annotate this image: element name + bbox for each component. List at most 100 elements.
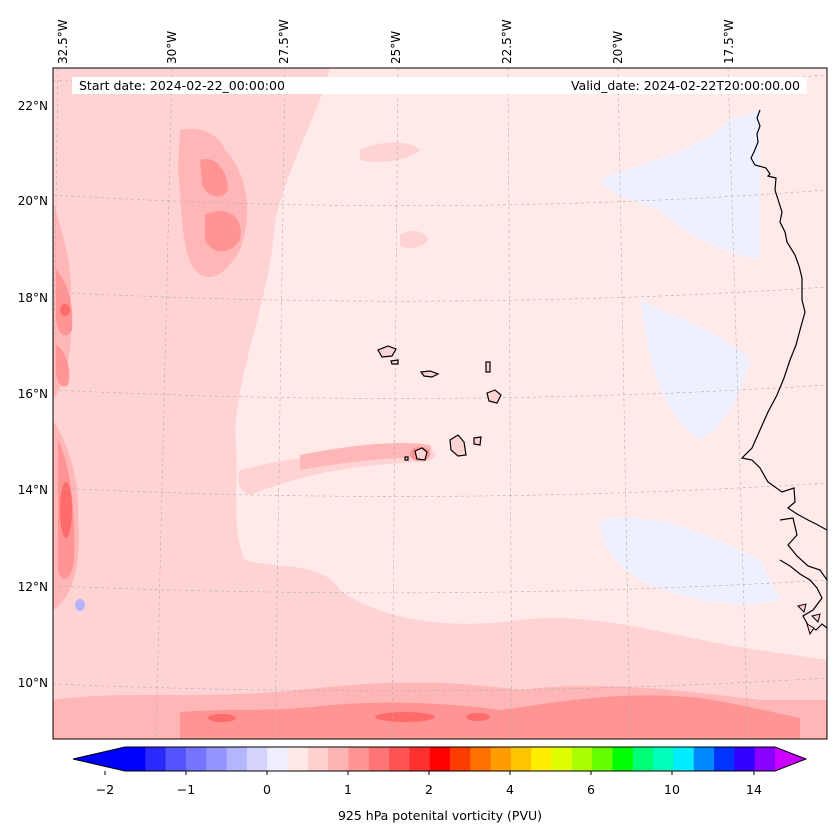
colorbar-segment [307, 747, 329, 771]
colorbar [72, 746, 808, 775]
start-date-text: Start date: 2024-02-22_00:00:00 [79, 78, 285, 93]
red-spot-south-2 [375, 712, 435, 722]
strong-pink-north-2 [205, 211, 241, 252]
blue-patch-south [600, 517, 780, 604]
colorbar-label: 925 hPa potenital vorticity (PVU) [337, 808, 543, 823]
colorbar-tick-label: 4 [506, 782, 514, 797]
colorbar-tick-label: 1 [344, 782, 352, 797]
island-boa-vista [486, 389, 502, 404]
pink-blob-mid [400, 230, 428, 249]
blue-patch-north [600, 110, 760, 260]
colorbar-segment [348, 747, 370, 771]
colorbar-segment [592, 747, 613, 771]
colorbar-segment [734, 747, 756, 771]
pv-field [53, 68, 827, 739]
africa-coastline [740, 109, 827, 631]
colorbar-tick-label: −2 [95, 782, 115, 797]
colorbar-tick-label: 10 [664, 782, 680, 797]
lat-label-20n: 20°N [17, 194, 48, 208]
colorbar-segment [267, 747, 288, 771]
date-info-box: Start date: 2024-02-22_00:00:00 Valid_da… [72, 77, 807, 94]
colorbar-segment [754, 747, 776, 771]
colorbar-segment [328, 747, 349, 771]
colorbar-segment [714, 747, 735, 771]
lon-label-30w: 30°W [165, 30, 179, 64]
colorbar-ticks [104, 771, 755, 775]
valid-date-text: Valid_date: 2024-02-22T20:00:00.00 [570, 78, 800, 93]
colorbar-segment [287, 747, 309, 771]
colorbar-over-arrow [775, 747, 806, 771]
colorbar-tick-label: 6 [587, 782, 595, 797]
lat-label-18n: 18°N [17, 291, 48, 305]
colorbar-segment [673, 747, 695, 771]
colorbar-segment [470, 747, 492, 771]
mid-pink-tongue [300, 443, 432, 470]
pink-tongue-central [238, 448, 436, 495]
colorbar-segment [429, 747, 451, 771]
lon-label-17.5w: 17.5°W [722, 19, 736, 64]
colorbar-tick-label: −1 [176, 782, 196, 797]
lat-label-12n: 12°N [17, 580, 48, 594]
strong-pink-west-1 [56, 270, 73, 336]
colorbar-segment [510, 747, 532, 771]
colorbar-segment [226, 747, 248, 771]
colorbar-segment [389, 747, 410, 771]
colorbar-segment [145, 747, 167, 771]
lon-label-25w: 25°W [389, 30, 403, 64]
bijagos-islands [797, 603, 821, 636]
island-santiago [449, 434, 467, 457]
strong-pink-south [180, 695, 800, 739]
island-sao-vicente [390, 359, 399, 365]
colorbar-outline [72, 746, 808, 772]
pink-blob-north-center [360, 142, 420, 162]
colorbar-segments [125, 747, 776, 771]
colorbar-segment [551, 747, 573, 771]
island-sao-nicolau [419, 370, 440, 378]
colorbar-segment [450, 747, 471, 771]
map-frame [52, 67, 828, 740]
lon-label-32.5w: 32.5°W [56, 19, 70, 64]
colorbar-segment [185, 747, 207, 771]
lon-label-20w: 20°W [611, 30, 625, 64]
colorbar-segment [632, 747, 654, 771]
colorbar-tick-label: 2 [425, 782, 433, 797]
colorbar-segment [165, 747, 187, 771]
red-spot-west-1 [60, 304, 70, 316]
colorbar-segment [409, 747, 431, 771]
strong-pink-west-2 [56, 345, 70, 387]
colorbar-segment [206, 747, 228, 771]
colorbar-tick-label: 0 [263, 782, 271, 797]
blue-spot-west [75, 599, 85, 611]
lon-label-27.5w: 27.5°W [277, 19, 291, 64]
island-sal [485, 361, 491, 373]
strong-pink-north-1 [200, 159, 228, 197]
colorbar-segment [612, 747, 634, 771]
colorbar-segment [693, 747, 715, 771]
lat-label-16n: 16°N [17, 387, 48, 401]
red-spot-west-2 [60, 482, 72, 538]
island-brava [404, 456, 409, 461]
lat-label-10n: 10°N [17, 676, 48, 690]
lat-label-22n: 22°N [17, 99, 48, 113]
red-spot-south-1 [208, 714, 236, 722]
colorbar-segment [531, 747, 553, 771]
lat-label-14n: 14°N [17, 483, 48, 497]
colorbar-segment [368, 747, 390, 771]
colorbar-segment [246, 747, 268, 771]
pink-region-west-south [53, 68, 827, 739]
blue-patch-central [640, 300, 750, 440]
colorbar-under-arrow [73, 747, 125, 771]
red-spot-south-3 [466, 713, 490, 721]
colorbar-segment [490, 747, 512, 771]
islands [377, 345, 502, 461]
island-santo-antao [377, 345, 397, 358]
island-maio [473, 436, 482, 446]
colorbar-segment [571, 747, 593, 771]
colorbar-segment [653, 747, 674, 771]
island-fogo [414, 447, 428, 461]
gridlines [53, 68, 827, 739]
lon-label-22.5w: 22.5°W [500, 19, 514, 64]
colorbar-segment [125, 747, 146, 771]
colorbar-tick-label: 14 [746, 782, 762, 797]
